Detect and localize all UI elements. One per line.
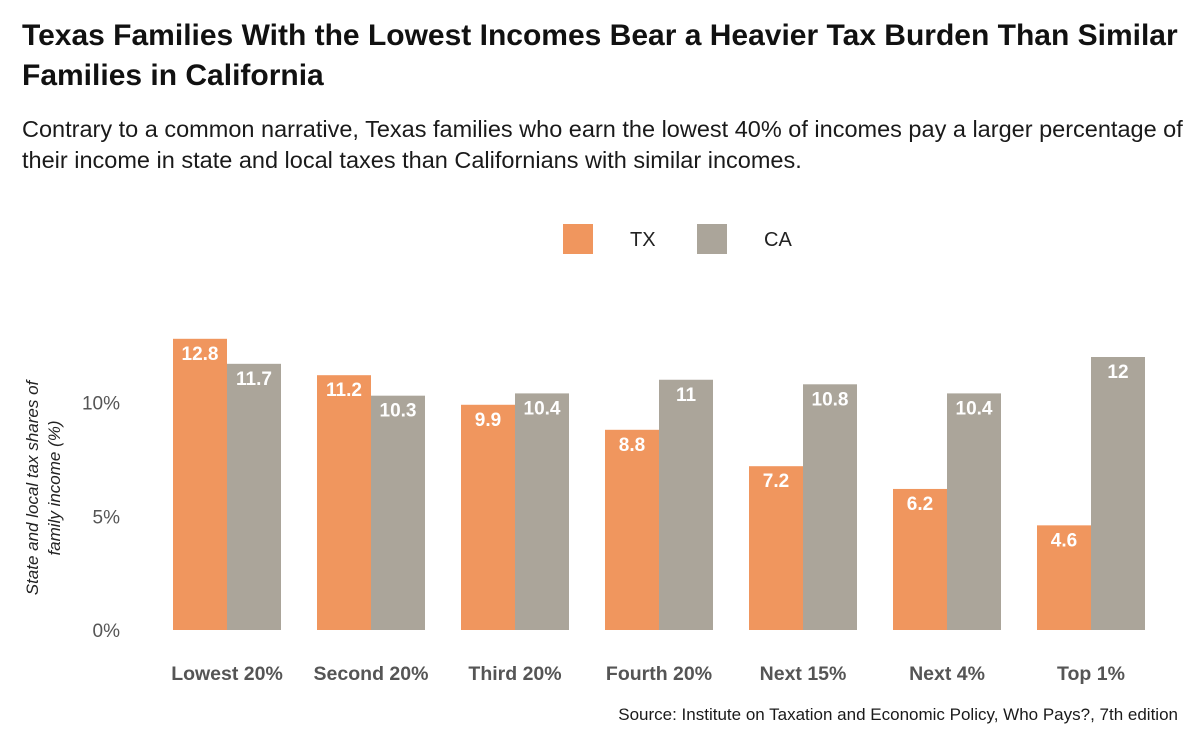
bar-value-label: 7.2 (763, 471, 789, 492)
chart-title: Texas Families With the Lowest Incomes B… (22, 19, 1178, 92)
bar-value-label: 12 (1107, 362, 1128, 383)
bar-tx (461, 404, 515, 630)
bar-value-label: 8.8 (619, 435, 645, 456)
bar-tx (1037, 525, 1091, 630)
x-tick-label: Next 4% (909, 663, 985, 685)
source-note: Source: Institute on Taxation and Econom… (618, 705, 1178, 724)
category-labels-group: Lowest 20% Second 20% Third 20% Fourth 20% N… (171, 663, 1125, 685)
bar-tx (749, 466, 803, 630)
bar-tx (893, 488, 947, 630)
bar-ca (803, 384, 857, 630)
y-axis-label: State and local tax shares of family inco… (23, 378, 64, 595)
x-tick-label: Next 15% (760, 663, 847, 685)
bar-tx (317, 375, 371, 630)
bar-value-label: 11 (676, 385, 697, 406)
y-tick-label: 0% (93, 621, 121, 642)
bar-value-label: 10.3 (380, 401, 417, 422)
bar-tx (605, 429, 659, 630)
bar-ca (659, 379, 713, 630)
x-tick-label: Second 20% (314, 663, 429, 685)
x-tick-label: Fourth 20% (606, 663, 712, 685)
bar-ca (947, 393, 1001, 630)
bar-value-label: 10.4 (524, 398, 561, 419)
y-tick-label: 5% (93, 507, 121, 528)
legend-label-tx: TX (630, 229, 656, 251)
legend-label-ca: CA (764, 229, 792, 251)
bar-labels-group: 12.8 11.7 11.2 10.3 9.9 10.4 8.8 11 7.2 10.8 6.2 10… (182, 344, 1129, 552)
legend: TX CA (563, 224, 792, 254)
bar-value-label: 9.9 (475, 410, 501, 431)
bar-value-label: 11.7 (236, 369, 272, 390)
bar-value-label: 11.2 (326, 380, 362, 401)
bars-group (173, 338, 1145, 630)
y-axis-ticks: 0% 5% 10% (82, 394, 120, 643)
bar-value-label: 4.6 (1051, 530, 1077, 551)
bar-value-label: 6.2 (907, 494, 933, 515)
bar-ca (371, 395, 425, 630)
chart-subtitle: Contrary to a common narrative, Texas fa… (22, 116, 1183, 173)
legend-swatch-tx (563, 224, 593, 254)
bar-ca (227, 363, 281, 630)
legend-swatch-ca (697, 224, 727, 254)
bar-value-label: 10.8 (812, 389, 849, 410)
bar-ca (515, 393, 569, 630)
bar-tx (173, 338, 227, 630)
x-tick-label: Lowest 20% (171, 663, 283, 685)
bar-value-label: 12.8 (182, 344, 219, 365)
x-tick-label: Third 20% (468, 663, 561, 685)
bar-value-label: 10.4 (956, 398, 993, 419)
y-axis-title: State and local tax shares of family inco… (23, 378, 64, 595)
bar-ca (1091, 357, 1145, 630)
y-tick-label: 10% (82, 394, 120, 415)
x-tick-label: Top 1% (1057, 663, 1125, 685)
